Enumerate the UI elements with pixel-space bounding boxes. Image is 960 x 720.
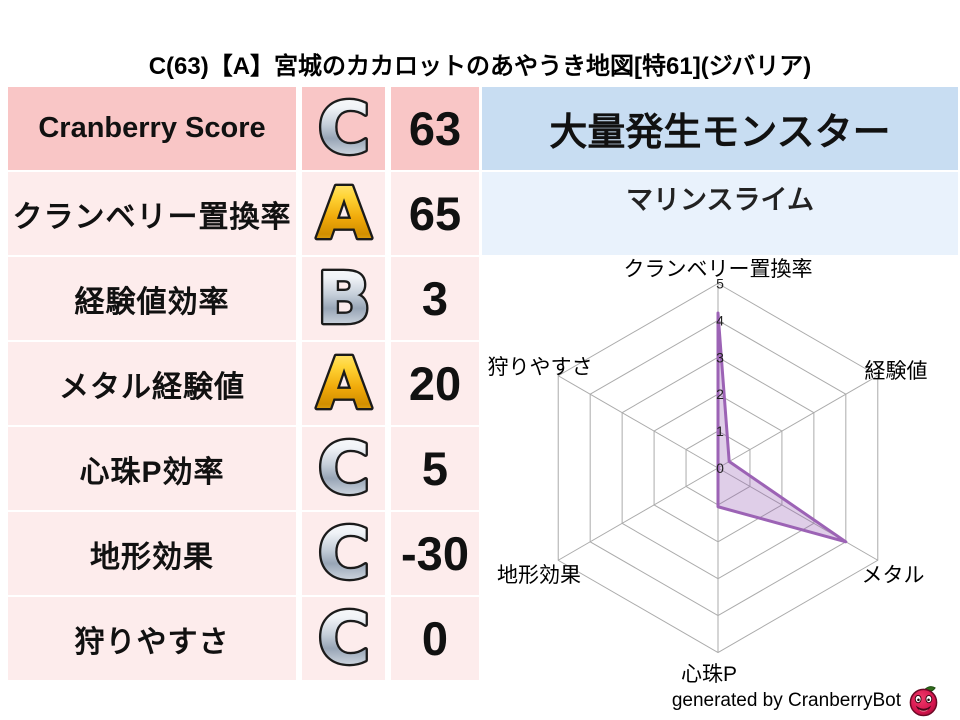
- radar-axis-label: 経験値: [864, 360, 928, 383]
- svg-text:A: A: [316, 344, 371, 424]
- metric-label: 狩りやすさ: [8, 597, 296, 680]
- score-row: 地形効果 C -30: [8, 512, 479, 595]
- radar-chart: 0 1 2 3 4 5: [557, 276, 879, 654]
- metric-label: 心珠P効率: [8, 427, 296, 510]
- metric-label: クランベリー置換率: [8, 172, 296, 255]
- grade-letter-icon: C: [315, 429, 372, 509]
- metric-value: 3: [391, 257, 479, 340]
- svg-text:C: C: [317, 514, 369, 594]
- grade-letter-icon: A: [314, 174, 374, 254]
- score-row: 狩りやすさ C 0: [8, 597, 479, 680]
- radar-axis-label: 狩りやすさ: [487, 356, 593, 379]
- svg-text:A: A: [316, 174, 371, 254]
- grade-badge: C: [302, 87, 385, 170]
- grade-badge: C: [302, 427, 385, 510]
- grade-letter-icon: C: [315, 89, 372, 169]
- radar-tick-label: 4: [716, 312, 724, 328]
- metric-value: 63: [391, 87, 479, 170]
- radar-axis-label: メタル: [861, 564, 925, 587]
- credit-text: generated by CranberryBot: [671, 689, 901, 711]
- radar-spoke: [557, 467, 719, 561]
- radar-tick-label: 5: [716, 276, 724, 292]
- metric-value: 20: [391, 342, 479, 425]
- score-row: Cranberry Score C 63: [8, 87, 479, 170]
- metric-value: -30: [391, 512, 479, 595]
- page-title: C(63)【A】宮城のカカロットのあやうき地図[特61](ジバリア): [148, 53, 812, 80]
- svg-text:B: B: [316, 259, 370, 339]
- radar-tick-label: 1: [716, 423, 724, 439]
- radar-tick-label: 2: [716, 386, 724, 402]
- radar-spoke: [557, 375, 719, 469]
- grade-letter-icon: C: [315, 514, 372, 594]
- metric-value: 65: [391, 172, 479, 255]
- grade-badge: B: [302, 257, 385, 340]
- metric-value: 0: [391, 597, 479, 680]
- grade-badge: A: [302, 172, 385, 255]
- metric-value: 5: [391, 427, 479, 510]
- metric-label: 地形効果: [8, 512, 296, 595]
- metric-label: 経験値効率: [8, 257, 296, 340]
- score-row: メタル経験値 A 20: [8, 342, 479, 425]
- monster-name: マリンスライム: [482, 172, 958, 255]
- grade-badge: C: [302, 512, 385, 595]
- radar-axis-label: クランベリー置換率: [623, 258, 813, 281]
- grade-letter-icon: A: [314, 344, 374, 424]
- radar-axis-label: 心珠P: [680, 663, 738, 686]
- grade-letter-icon: B: [314, 259, 373, 339]
- svg-text:C: C: [317, 429, 369, 509]
- radar-spoke: [717, 467, 879, 561]
- radar-tick-label: 3: [716, 349, 724, 365]
- credit-footer: generated by CranberryBot: [672, 684, 940, 717]
- monster-panel-header: 大量発生モンスター: [482, 87, 958, 170]
- grade-letter-icon: C: [315, 599, 372, 679]
- radar-spoke: [717, 375, 879, 469]
- radar-tick-label: 0: [716, 460, 724, 476]
- metric-label: メタル経験値: [8, 342, 296, 425]
- cranberry-slime-icon: [909, 686, 938, 717]
- svg-text:C: C: [317, 89, 369, 169]
- monster-panel: 大量発生モンスター マリンスライム: [482, 87, 958, 255]
- metric-label: Cranberry Score: [8, 87, 296, 170]
- score-row: 経験値効率 B 3: [8, 257, 479, 340]
- score-row: 心珠P効率 C 5: [8, 427, 479, 510]
- svg-text:C: C: [317, 599, 369, 679]
- radar-data-polygon: [716, 311, 848, 544]
- score-table: Cranberry Score C 63 クランベリー置換率 A 65 経験値効率 B 3 メタル…: [8, 87, 479, 682]
- radar-axis-label: 地形効果: [497, 564, 581, 587]
- score-row: クランベリー置換率 A 65: [8, 172, 479, 255]
- grade-badge: C: [302, 597, 385, 680]
- grade-badge: A: [302, 342, 385, 425]
